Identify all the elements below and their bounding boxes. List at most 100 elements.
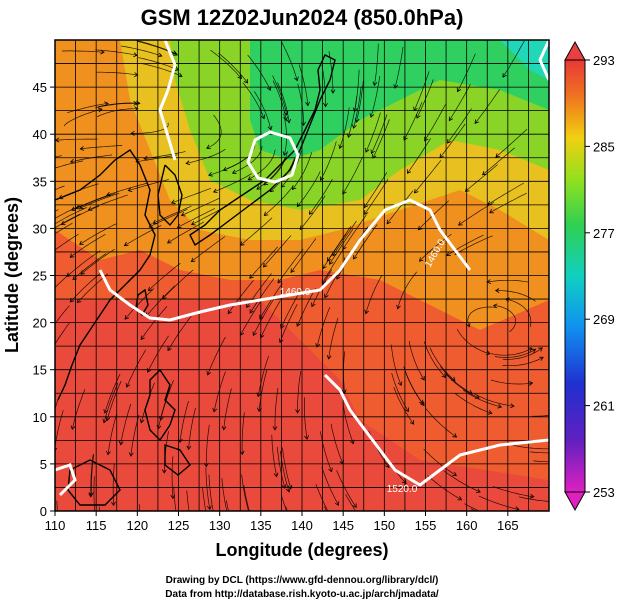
streamline	[242, 82, 265, 119]
streamline	[55, 138, 98, 141]
streamline-arrowhead	[127, 187, 133, 192]
colorbar-tick-label: 269	[593, 312, 615, 327]
streamline	[107, 413, 118, 455]
streamline	[407, 138, 431, 174]
contour-line-east	[538, 40, 549, 81]
streamline	[171, 456, 174, 499]
streamline	[97, 102, 140, 108]
streamline	[126, 349, 147, 388]
streamline-arrowhead	[167, 346, 172, 352]
streamline-arrowhead	[296, 202, 302, 208]
y-axis-ticks: 0 5 10 15 20 25 30 35 40 45	[33, 80, 55, 519]
contour-line-north	[158, 40, 177, 161]
x-axis-ticks: 110 115 120 125 130 135 140 145 150 155 160 165	[45, 511, 519, 533]
streamline-arrowhead	[59, 539, 63, 543]
streamline-arrowhead	[489, 209, 494, 214]
colorbar-tick-label: 277	[593, 226, 615, 241]
streamline-arrowhead	[406, 169, 412, 174]
streamline	[320, 141, 337, 181]
streamline	[259, 283, 283, 319]
y-tick-label: 5	[40, 457, 47, 472]
streamline	[296, 288, 316, 327]
streamline-arrowhead	[424, 136, 429, 142]
streamline-arrowhead	[97, 107, 103, 113]
contour-line-southwest	[55, 463, 77, 497]
streamline	[342, 403, 354, 444]
streamline-arrowhead	[350, 439, 355, 445]
streamline-arrowhead	[404, 407, 409, 413]
streamline	[95, 49, 138, 56]
colorbar-lower-arrow	[564, 491, 586, 512]
colorbar-ticks: 293 285 277 269 261 253	[585, 53, 615, 500]
streamline-arrowhead	[295, 409, 300, 414]
streamline-arrowhead	[102, 418, 108, 424]
streamline-arrowhead	[88, 493, 94, 498]
streamline-arrowhead	[290, 268, 295, 274]
streamline	[55, 322, 70, 345]
streamline	[281, 41, 298, 81]
streamline-arrowhead	[457, 221, 463, 226]
streamline	[257, 355, 269, 397]
streamline-arrowhead	[330, 89, 336, 94]
streamline-arrowhead	[334, 501, 340, 506]
streamline	[494, 349, 536, 358]
streamline	[213, 173, 252, 193]
streamline-arrowhead	[256, 185, 262, 190]
streamline	[207, 336, 226, 376]
streamline-arrowhead	[23, 228, 27, 232]
streamline	[443, 470, 481, 493]
streamline-arrowhead	[285, 487, 291, 493]
streamline-arrowhead	[259, 314, 264, 320]
streamline-arrowhead	[124, 315, 130, 320]
streamline	[249, 278, 275, 314]
streamline-arrowhead	[190, 528, 194, 532]
colorbar-tick-label: 253	[593, 485, 615, 500]
streamline-arrowhead	[322, 264, 327, 270]
colorbar-gradient	[564, 59, 586, 493]
streamline	[103, 382, 119, 423]
streamline-arrowhead	[263, 211, 269, 217]
streamline-arrowhead	[447, 138, 452, 144]
streamline-arrowhead	[416, 114, 421, 119]
streamline-arrowhead	[206, 505, 212, 511]
streamline-arrowhead	[237, 74, 242, 80]
x-tick-label: 155	[415, 518, 437, 533]
streamline	[243, 485, 250, 511]
streamline-arrowhead	[476, 488, 481, 493]
streamline	[413, 71, 430, 111]
x-tick-label: 130	[209, 518, 231, 533]
streamline	[276, 446, 286, 489]
streamline	[372, 119, 390, 159]
coast-philippines-south	[164, 444, 191, 476]
streamline-arrowhead	[106, 450, 111, 456]
streamline-arrowhead	[397, 381, 403, 387]
streamline	[232, 145, 263, 174]
streamline-arrowhead	[139, 418, 145, 424]
streamline	[403, 366, 424, 405]
streamline-arrowhead	[315, 343, 321, 348]
streamline	[55, 396, 60, 411]
streamline-arrowhead	[23, 167, 27, 171]
x-tick-label: 140	[291, 518, 313, 533]
streamline	[167, 221, 205, 244]
streamline-arrowhead	[246, 303, 251, 308]
streamline	[408, 341, 425, 381]
streamline-arrowhead	[140, 335, 145, 341]
streamline-arrowhead	[262, 262, 268, 268]
streamline	[88, 194, 128, 211]
streamline	[252, 298, 275, 336]
streamline	[271, 434, 278, 477]
streamline	[478, 495, 519, 510]
streamline-arrowhead	[494, 288, 500, 293]
x-tick-label: 145	[332, 518, 354, 533]
streamline-arrowhead	[538, 347, 543, 352]
streamline	[292, 152, 313, 190]
streamline-arrowhead	[45, 335, 49, 339]
streamline	[55, 185, 65, 191]
streamline-arrowhead	[528, 381, 534, 386]
colorbar: 293 285 277 269 261 253	[564, 40, 615, 512]
streamline	[353, 224, 378, 260]
streamline-arrowhead	[465, 322, 471, 328]
streamline	[145, 285, 176, 317]
